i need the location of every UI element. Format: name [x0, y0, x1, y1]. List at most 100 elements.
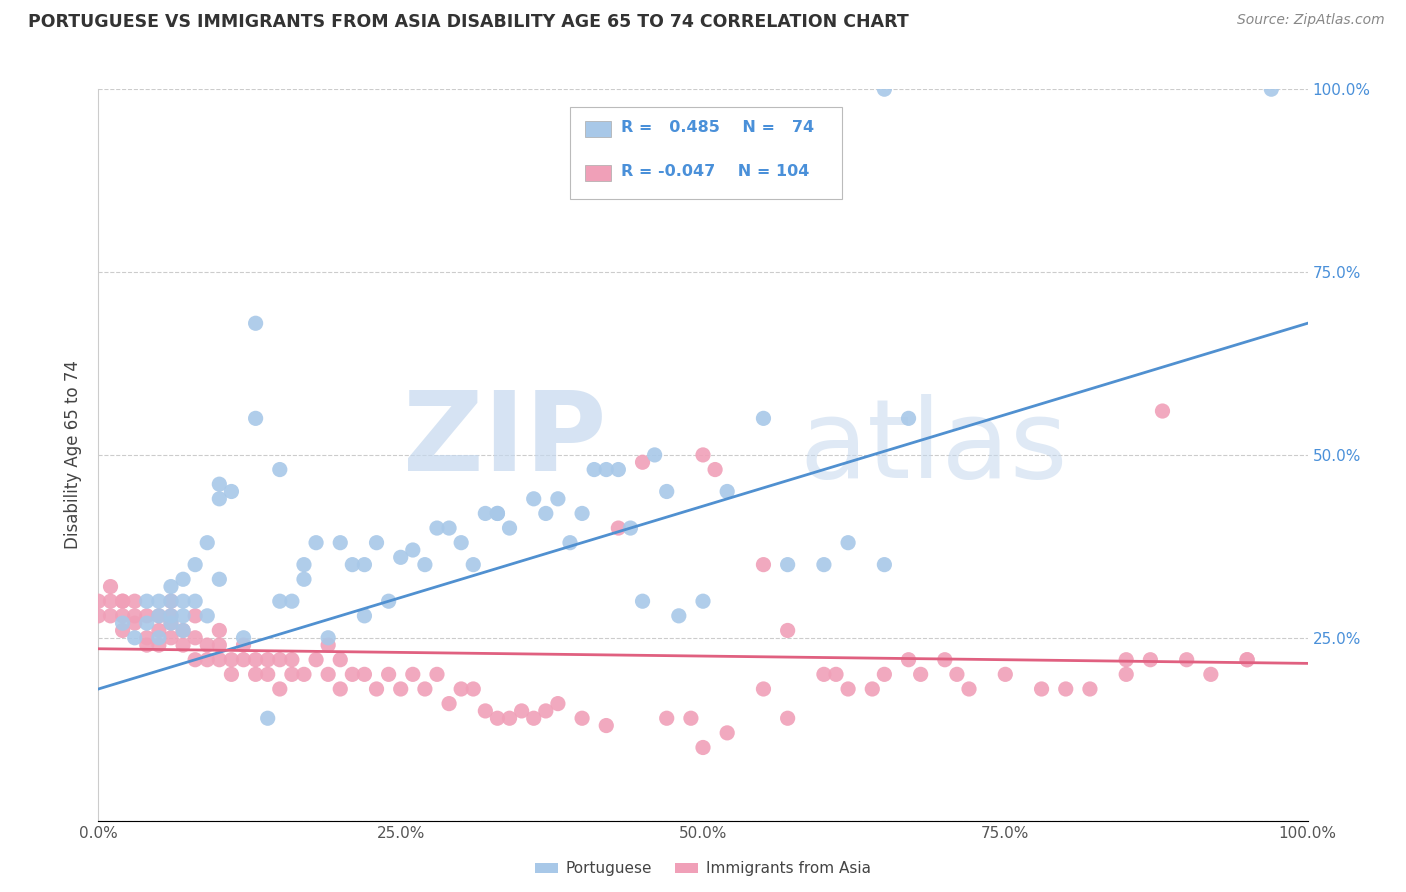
Point — [607, 521, 630, 535]
Point — [873, 82, 896, 96]
Point — [752, 681, 775, 696]
Point — [571, 507, 593, 521]
Point — [631, 455, 654, 469]
Point — [269, 681, 291, 696]
Point — [679, 711, 702, 725]
Point — [463, 558, 485, 572]
Point — [607, 462, 630, 476]
Point — [100, 594, 122, 608]
Point — [329, 653, 352, 667]
Point — [292, 572, 315, 586]
Point — [184, 608, 207, 623]
Point — [860, 681, 883, 696]
Point — [897, 411, 920, 425]
Point — [813, 558, 835, 572]
Point — [1031, 681, 1053, 696]
Point — [316, 638, 339, 652]
Point — [692, 448, 714, 462]
Point — [172, 624, 194, 638]
Point — [195, 608, 218, 623]
Point — [547, 697, 569, 711]
Point — [413, 681, 436, 696]
Point — [377, 594, 399, 608]
Point — [292, 558, 315, 572]
Point — [160, 594, 183, 608]
Point — [716, 726, 738, 740]
Point — [1236, 653, 1258, 667]
Point — [1139, 653, 1161, 667]
Point — [329, 681, 352, 696]
Point — [1260, 82, 1282, 96]
Legend: Portuguese, Immigrants from Asia: Portuguese, Immigrants from Asia — [529, 855, 877, 882]
Point — [353, 558, 375, 572]
Point — [547, 491, 569, 506]
Point — [124, 594, 146, 608]
Text: R =   0.485    N =   74: R = 0.485 N = 74 — [621, 120, 814, 136]
Point — [221, 484, 243, 499]
Point — [498, 521, 520, 535]
Text: R = -0.047    N = 104: R = -0.047 N = 104 — [621, 164, 808, 179]
Point — [160, 616, 183, 631]
Point — [450, 535, 472, 549]
Point — [413, 558, 436, 572]
Point — [957, 681, 980, 696]
Point — [342, 667, 364, 681]
Point — [148, 638, 170, 652]
Point — [523, 711, 546, 725]
Point — [437, 521, 460, 535]
Point — [704, 462, 727, 476]
Point — [316, 667, 339, 681]
Point — [148, 608, 170, 623]
Point — [776, 558, 799, 572]
Point — [402, 667, 425, 681]
Point — [776, 624, 799, 638]
Point — [256, 667, 278, 681]
Point — [195, 638, 218, 652]
Point — [256, 653, 278, 667]
Point — [389, 681, 412, 696]
Point — [1175, 653, 1198, 667]
Point — [668, 608, 690, 623]
Point — [111, 608, 134, 623]
Point — [135, 594, 157, 608]
Point — [160, 616, 183, 631]
Point — [486, 507, 509, 521]
Point — [245, 411, 267, 425]
Point — [172, 594, 194, 608]
Point — [450, 681, 472, 696]
Point — [281, 653, 304, 667]
Point — [232, 653, 254, 667]
Point — [316, 631, 339, 645]
Point — [813, 667, 835, 681]
Point — [281, 667, 304, 681]
Point — [377, 667, 399, 681]
Point — [195, 653, 218, 667]
Point — [305, 535, 328, 549]
Point — [366, 535, 388, 549]
Point — [124, 616, 146, 631]
Point — [269, 462, 291, 476]
Point — [776, 711, 799, 725]
Point — [353, 667, 375, 681]
Point — [534, 704, 557, 718]
FancyBboxPatch shape — [585, 164, 612, 180]
Point — [752, 411, 775, 425]
Point — [172, 624, 194, 638]
Point — [873, 667, 896, 681]
Point — [825, 667, 848, 681]
Point — [135, 638, 157, 652]
Point — [1115, 667, 1137, 681]
Point — [208, 624, 231, 638]
Point — [837, 535, 859, 549]
Point — [232, 638, 254, 652]
Point — [195, 535, 218, 549]
Point — [510, 704, 533, 718]
Point — [305, 653, 328, 667]
Text: Source: ZipAtlas.com: Source: ZipAtlas.com — [1237, 13, 1385, 28]
Point — [148, 631, 170, 645]
Point — [474, 704, 496, 718]
Point — [994, 667, 1017, 681]
Text: PORTUGUESE VS IMMIGRANTS FROM ASIA DISABILITY AGE 65 TO 74 CORRELATION CHART: PORTUGUESE VS IMMIGRANTS FROM ASIA DISAB… — [28, 13, 908, 31]
FancyBboxPatch shape — [569, 108, 842, 199]
Point — [366, 681, 388, 696]
